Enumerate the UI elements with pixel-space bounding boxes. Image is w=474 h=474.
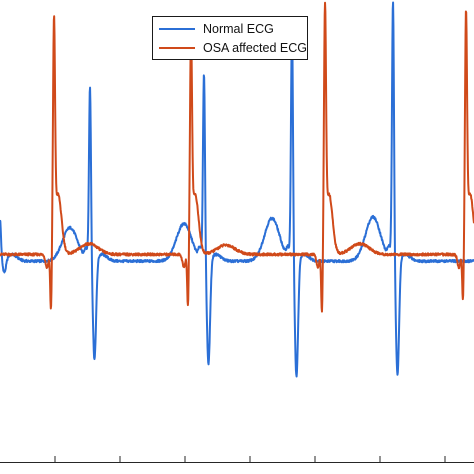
legend-label-osa: OSA affected ECG (203, 41, 307, 55)
series-line-0 (0, 1, 474, 378)
axis-layer (0, 456, 474, 463)
legend-swatch-osa (159, 46, 195, 50)
legend-item-osa: OSA affected ECG (159, 39, 307, 57)
series-layer (0, 1, 474, 378)
series-line-1 (0, 1, 474, 313)
legend-swatch-normal (159, 27, 195, 31)
legend: Normal ECG OSA affected ECG (152, 16, 308, 60)
legend-item-normal: Normal ECG (159, 20, 274, 38)
legend-label-normal: Normal ECG (203, 22, 274, 36)
